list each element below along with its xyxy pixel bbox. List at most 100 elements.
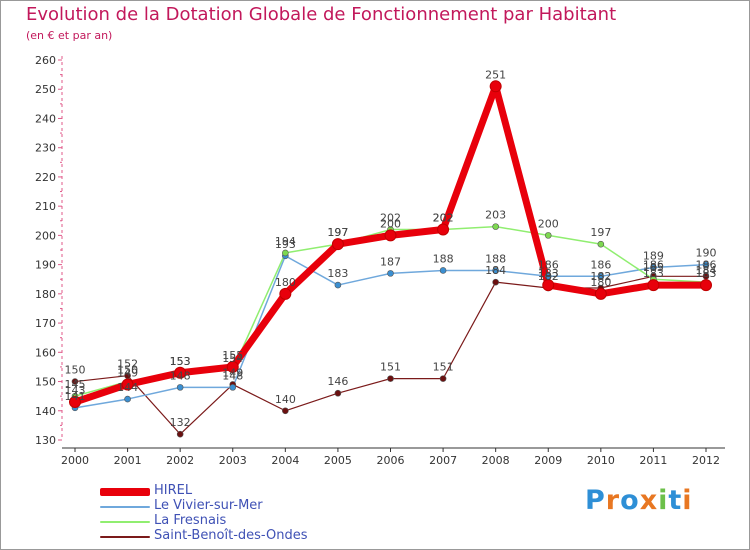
data-label: 190 (696, 247, 717, 260)
data-point (176, 384, 184, 391)
data-point (492, 278, 499, 286)
data-point (594, 287, 607, 300)
data-point (700, 279, 712, 292)
series-points (69, 80, 712, 438)
data-label: 188 (433, 252, 454, 265)
x-tick-label: 2009 (534, 454, 562, 467)
data-label: 202 (380, 212, 401, 225)
data-point (597, 240, 605, 248)
x-tick-label: 2006 (377, 454, 405, 467)
y-tick-label: 210 (35, 200, 56, 213)
logo-letter: t (668, 485, 683, 516)
data-label: 143 (65, 384, 86, 397)
data-label: 186 (590, 258, 611, 271)
data-label: 151 (433, 361, 454, 374)
legend-swatch (100, 506, 150, 508)
data-point (69, 396, 81, 408)
y-tick-label: 240 (35, 112, 56, 125)
x-tick-label: 2002 (166, 454, 194, 467)
data-point (174, 366, 187, 379)
data-label: 202 (433, 212, 454, 225)
data-point (439, 375, 447, 382)
x-tick-label: 2007 (429, 454, 457, 467)
data-point (387, 375, 394, 382)
legend-label: Le Vivier-sur-Mer (154, 498, 263, 513)
data-point (124, 395, 131, 403)
data-label: 203 (485, 209, 506, 222)
data-label: 182 (590, 270, 611, 283)
data-label: 186 (643, 258, 664, 271)
y-tick-label: 250 (35, 83, 56, 96)
data-label: 194 (275, 235, 296, 248)
data-label: 155 (222, 349, 243, 362)
data-label: 184 (696, 264, 717, 277)
data-label: 153 (170, 355, 191, 368)
data-label: 189 (643, 250, 664, 263)
x-tick-label: 2012 (692, 454, 720, 467)
data-label: 149 (117, 366, 138, 379)
data-label: 184 (485, 264, 506, 277)
data-label: 141 (65, 390, 86, 403)
data-label: 150 (65, 364, 86, 377)
y-tick-label: 180 (35, 288, 56, 301)
legend-label: La Fresnais (154, 513, 227, 528)
data-label: 146 (327, 375, 348, 388)
data-label: 182 (538, 270, 559, 283)
data-point (176, 430, 184, 438)
y-tick-label: 220 (35, 171, 56, 184)
chart-axes: 130 140 150 160 170 180 190 200 210 220 230 240 250 2… (35, 54, 725, 467)
data-label: 132 (170, 416, 191, 429)
series-line-1 (74, 255, 707, 409)
data-label: 251 (485, 68, 506, 81)
x-tick-label: 2000 (61, 454, 89, 467)
data-label: 197 (590, 226, 611, 239)
logo-letter: P (585, 485, 606, 516)
data-label: 200 (538, 217, 559, 230)
data-label: 154 (222, 352, 243, 365)
data-label: 144 (117, 381, 138, 394)
logo-letter: x (639, 485, 659, 516)
data-point (282, 249, 289, 257)
data-point (331, 238, 344, 251)
data-label: 180 (590, 276, 611, 289)
data-label: 187 (380, 255, 401, 268)
data-label: 183 (327, 267, 348, 280)
logo-letter: i (682, 485, 693, 516)
data-label: 183 (643, 267, 664, 280)
proxiti-logo: Proxiti (585, 485, 693, 516)
legend-swatch (100, 521, 150, 523)
chart-subtitle: (en € et par an) (26, 29, 113, 42)
data-point (702, 261, 710, 268)
data-point (597, 273, 605, 280)
data-label: 150 (117, 364, 138, 377)
data-point (437, 223, 450, 236)
y-tick-label: 140 (35, 405, 56, 418)
y-tick-label: 130 (35, 434, 56, 447)
logo-letter: r (605, 485, 621, 516)
data-point (282, 407, 289, 415)
y-tick-label: 230 (35, 142, 56, 155)
data-label: 186 (538, 258, 559, 271)
data-label: 197 (327, 226, 348, 239)
data-label: 183 (696, 267, 717, 280)
data-label: 149 (222, 366, 243, 379)
data-point (439, 267, 447, 274)
y-tick-label: 150 (35, 376, 56, 389)
data-label: 152 (117, 358, 138, 371)
x-tick-label: 2004 (271, 454, 299, 467)
data-label: 145 (65, 378, 86, 391)
data-point (226, 360, 239, 373)
logo-letter: o (620, 485, 640, 516)
x-tick-label: 2011 (639, 454, 667, 467)
logo-letter: i (658, 485, 669, 516)
data-point (279, 287, 292, 300)
y-tick-label: 190 (35, 259, 56, 272)
data-point (647, 279, 660, 292)
data-point (229, 384, 237, 391)
data-point (492, 267, 499, 274)
y-tick-label: 170 (35, 317, 56, 330)
legend-swatch (100, 488, 150, 496)
data-label: 200 (380, 217, 401, 230)
